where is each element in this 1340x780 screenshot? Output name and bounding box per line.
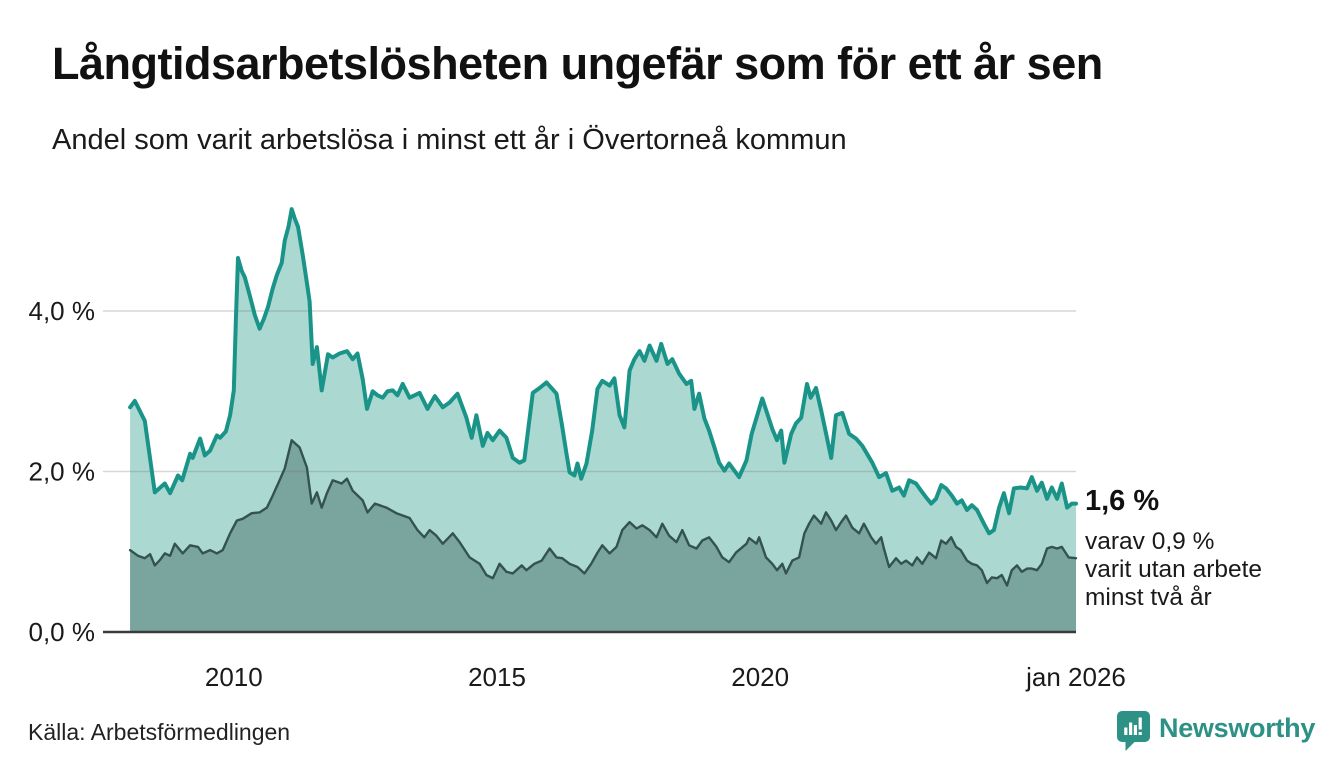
newsworthy-logo-icon: [1117, 711, 1150, 751]
series-line-minst-ett-ar: [128, 207, 1078, 536]
page-title: Långtidsarbetslösheten ungefär som för e…: [52, 38, 1103, 89]
y-tick-label: 4,0 %: [29, 296, 96, 326]
annotation-value: 1,6 %: [1085, 485, 1160, 517]
newsworthy-logo-text: Newsworthy: [1159, 713, 1316, 743]
annotation-line: varit utan arbete: [1085, 556, 1263, 583]
newsworthy-logo: Newsworthy: [1117, 710, 1315, 752]
x-tick-label: 2015: [468, 662, 526, 692]
page-subtitle: Andel som varit arbetslösa i minst ett å…: [52, 124, 847, 156]
end-value-annotation: 1,6 % varav 0,9 % varit utan arbete mins…: [1085, 487, 1330, 612]
logo-bar-short: [1124, 727, 1128, 735]
source-note: Källa: Arbetsförmedlingen: [28, 719, 291, 745]
logo-bar-medium: [1133, 725, 1137, 735]
logo-bar-tall: [1129, 722, 1133, 735]
x-tick-label: 2020: [731, 662, 789, 692]
series-line-minst-tva-ar: [128, 439, 1078, 587]
x-tick-label: jan 2026: [1025, 662, 1126, 692]
x-tick-label: 2010: [205, 662, 263, 692]
logo-exclamation-bar: [1138, 717, 1142, 730]
annotation-line: minst två år: [1085, 584, 1212, 611]
y-tick-label: 0,0 %: [29, 617, 96, 647]
annotation-line: varav 0,9 %: [1085, 528, 1215, 555]
series-area-minst-tva-ar: [130, 440, 1077, 632]
logo-exclamation-dot: [1138, 732, 1142, 735]
y-tick-label: 2,0 %: [29, 457, 96, 487]
